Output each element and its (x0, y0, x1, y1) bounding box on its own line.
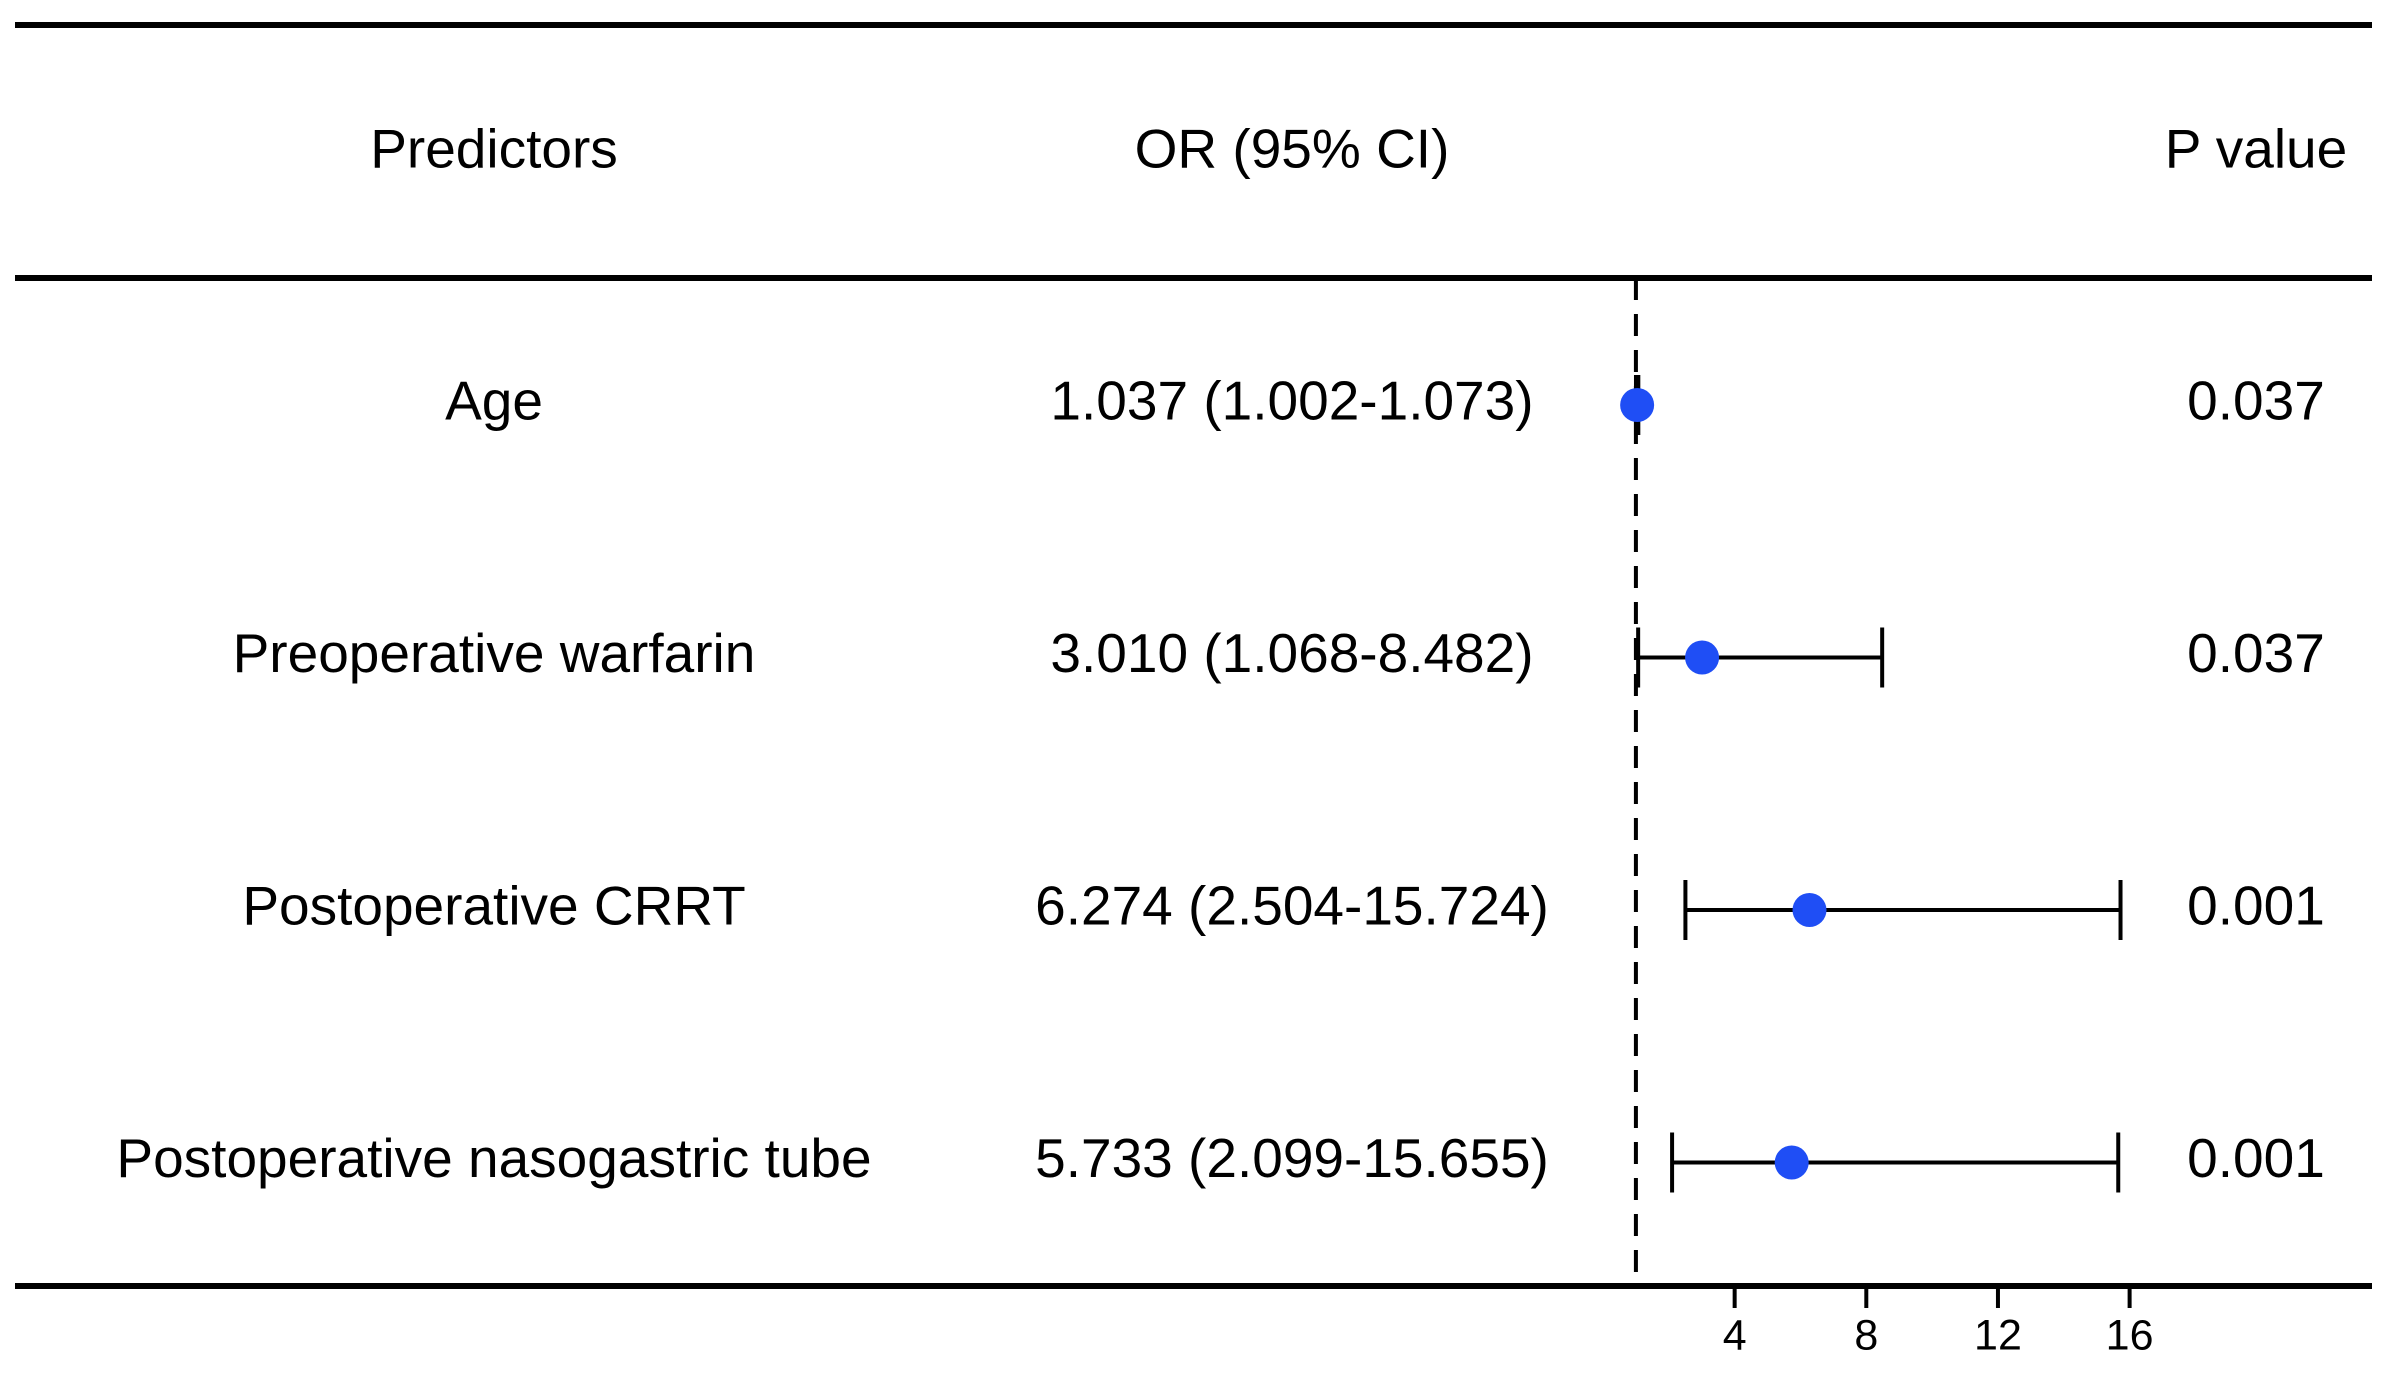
x-tick-label: 4 (1723, 1311, 1747, 1359)
or-ci: 1.037 (1.002-1.073) (1050, 370, 1533, 432)
header: Predictors (370, 118, 618, 180)
p-value: 0.037 (2187, 370, 2325, 432)
point (1774, 1145, 1809, 1180)
x-tick-label: 16 (2106, 1311, 2154, 1359)
predictor: Postoperative nasogastric tube (116, 1127, 871, 1189)
predictor: Age (445, 370, 543, 432)
header: P value (2165, 118, 2347, 180)
predictor: Postoperative CRRT (242, 875, 745, 937)
p-value: 0.037 (2187, 622, 2325, 684)
predictor: Preoperative warfarin (233, 622, 756, 684)
point (1792, 893, 1827, 927)
point (1685, 640, 1720, 675)
p-value: 0.001 (2187, 1127, 2325, 1189)
header: OR (95% CI) (1135, 118, 1450, 180)
or-ci: 5.733 (2.099-15.655) (1035, 1127, 1549, 1189)
x-tick-label: 8 (1854, 1311, 1878, 1359)
point (1620, 388, 1655, 422)
or-ci: 3.010 (1.068-8.482) (1050, 622, 1533, 684)
x-tick-label: 12 (1974, 1311, 2022, 1359)
p-value: 0.001 (2187, 875, 2325, 937)
or-ci: 6.274 (2.504-15.724) (1035, 875, 1549, 937)
